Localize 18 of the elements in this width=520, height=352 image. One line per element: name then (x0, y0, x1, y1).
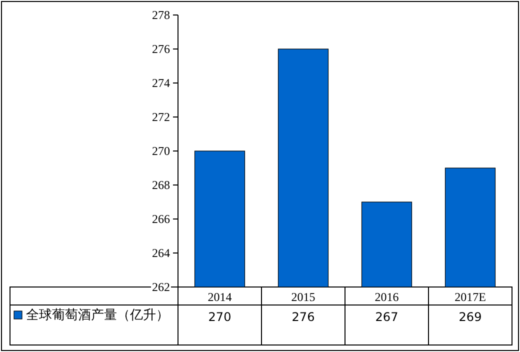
data-label: 269 (458, 310, 482, 324)
y-tick-label: 278 (152, 8, 170, 22)
y-tick-label: 264 (152, 246, 170, 260)
legend-label: 全球葡萄酒产量（亿升） (26, 307, 170, 323)
y-tick-label: 276 (152, 42, 170, 56)
y-tick-label: 266 (152, 212, 170, 226)
x-tick-label: 2017E (454, 290, 486, 304)
y-tick-label: 268 (152, 178, 170, 192)
y-tick-label: 262 (152, 280, 170, 294)
y-tick-label: 274 (152, 76, 170, 90)
x-tick-label: 2015 (291, 290, 316, 304)
x-tick-label: 2016 (374, 290, 399, 304)
y-tick-label: 270 (152, 144, 170, 158)
data-label: 270 (208, 310, 232, 324)
y-tick-label: 272 (152, 110, 170, 124)
x-tick-label: 2014 (208, 290, 232, 304)
data-label: 276 (292, 310, 315, 324)
data-label: 267 (375, 310, 398, 324)
